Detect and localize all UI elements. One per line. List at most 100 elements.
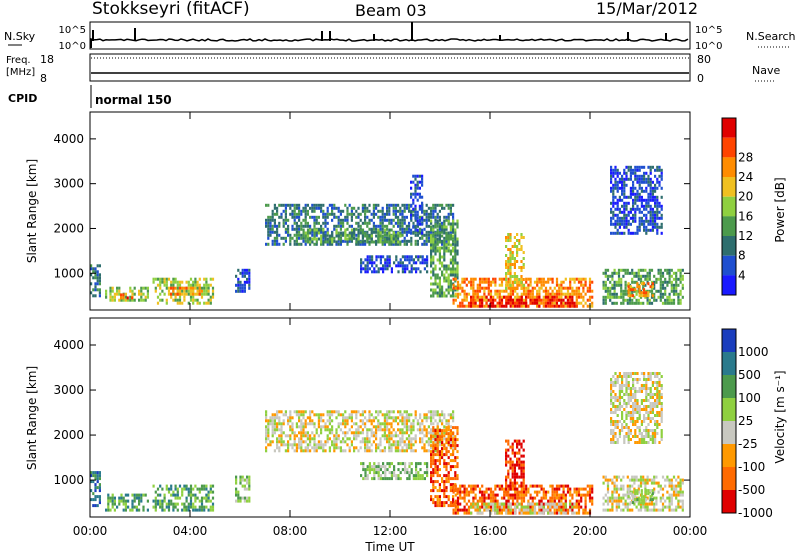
scatter-cell: [90, 291, 93, 295]
scatter-cell: [463, 304, 466, 308]
scatter-cell: [520, 484, 523, 488]
scatter-cell: [397, 209, 400, 213]
scatter-cell: [651, 216, 654, 220]
scatter-cell: [588, 295, 592, 299]
scatter-cell: [441, 264, 444, 268]
scatter-cell: [304, 236, 307, 240]
scatter-cell: [634, 219, 637, 223]
scatter-cell: [634, 168, 637, 172]
scatter-cell: [337, 234, 340, 238]
scatter-cell: [653, 283, 656, 287]
scatter-cell: [399, 462, 402, 466]
scatter-cell: [384, 468, 387, 472]
scatter-cell: [427, 410, 430, 414]
scatter-cell: [280, 215, 283, 219]
scatter-cell: [284, 227, 287, 231]
scatter-cell: [113, 295, 116, 299]
scatter-cell: [416, 219, 419, 223]
scatter-cell: [617, 295, 621, 299]
scatter-cell: [454, 288, 457, 292]
scatter-cell: [170, 487, 173, 491]
scatter-cell: [454, 255, 457, 259]
scatter-cell: [645, 189, 648, 193]
scatter-cell: [404, 267, 407, 271]
scatter-cell: [320, 230, 323, 234]
scatter-cell: [381, 434, 384, 438]
scatter-cell: [375, 270, 378, 274]
scatter-cell: [430, 446, 433, 450]
scatter-cell: [478, 289, 482, 293]
scatter-cell: [390, 416, 393, 420]
scatter-cell: [507, 277, 510, 281]
scatter-cell: [430, 255, 433, 259]
scatter-cell: [390, 228, 393, 232]
scatter-cell: [417, 267, 420, 271]
scatter-cell: [302, 416, 305, 420]
scatter-cell: [498, 505, 501, 509]
scatter-cell: [375, 234, 378, 238]
scatter-cell: [203, 496, 206, 500]
scatter-cell: [382, 471, 385, 475]
scatter-cell: [196, 496, 199, 500]
scatter-cell: [445, 243, 448, 247]
scatter-cell: [551, 496, 554, 500]
scatter-cell: [434, 243, 437, 247]
scatter-cell: [636, 195, 639, 199]
scatter-cell: [414, 440, 417, 444]
scatter-cell: [129, 298, 132, 302]
scatter-cell: [516, 439, 519, 443]
scatter-cell: [509, 301, 512, 305]
scatter-cell: [298, 203, 301, 207]
scatter-cell: [306, 446, 309, 450]
scatter-cell: [509, 272, 512, 275]
scatter-cell: [580, 277, 583, 281]
scatter-cell: [427, 236, 430, 240]
scatter-cell: [364, 468, 367, 472]
scatter-cell: [383, 449, 386, 453]
scatter-cell: [326, 242, 329, 246]
scatter-cell: [513, 469, 516, 473]
scatter-cell: [681, 277, 684, 281]
scatter-cell: [527, 505, 530, 509]
scatter-cell: [447, 206, 450, 210]
scatter-cell: [613, 481, 616, 485]
scatter-cell: [401, 462, 404, 466]
scatter-cell: [527, 277, 530, 281]
scatter-cell: [113, 502, 116, 506]
scatter-cell: [163, 292, 166, 296]
scatter-cell: [638, 225, 641, 229]
scatter-cell: [183, 502, 186, 506]
scatter-cell: [518, 493, 521, 497]
scatter-cell: [98, 477, 101, 481]
scatter-cell: [522, 475, 525, 479]
scatter-cell: [360, 462, 363, 466]
scatter-cell: [122, 499, 125, 503]
scatter-cell: [551, 289, 554, 293]
scatter-cell: [276, 410, 279, 414]
scatter-cell: [295, 206, 298, 210]
scatter-cell: [370, 234, 373, 238]
scatter-cell: [438, 489, 441, 493]
scatter-cell: [549, 496, 552, 500]
scatter-cell: [359, 240, 362, 244]
scatter-cell: [96, 270, 99, 274]
scatter-cell: [627, 228, 630, 232]
scatter-cell: [295, 224, 298, 228]
scatter-cell: [211, 484, 215, 488]
scatter-cell: [621, 231, 624, 235]
scatter-cell: [432, 413, 435, 417]
scatter-cell: [432, 258, 435, 262]
scatter-cell: [111, 496, 114, 500]
scatter-cell: [425, 413, 428, 417]
scatter-cell: [452, 270, 455, 274]
scatter-cell: [406, 264, 409, 268]
scatter-cell: [617, 502, 621, 506]
scatter-cell: [441, 221, 444, 225]
scatter-cell: [509, 445, 512, 449]
scatter-cell: [476, 289, 479, 293]
scatter-cell: [573, 502, 576, 506]
scatter-cell: [494, 289, 497, 293]
scatter-cell: [146, 508, 149, 512]
scatter-cell: [107, 505, 110, 509]
